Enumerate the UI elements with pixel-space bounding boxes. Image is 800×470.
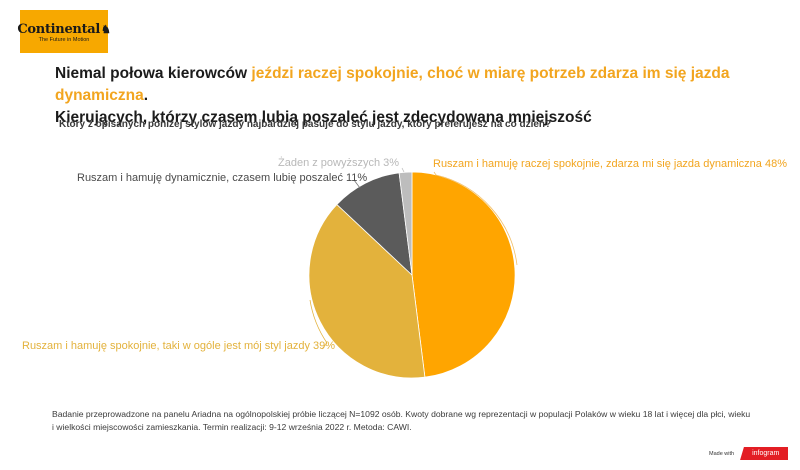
leader-line-3 bbox=[401, 167, 405, 173]
pie-slice-48[interactable] bbox=[411, 171, 516, 378]
slice-label-11: Ruszam i hamuję dynamicznie, czasem lubi… bbox=[77, 172, 368, 184]
logo-brand-name: Continental bbox=[17, 21, 101, 37]
page-title: Niemal połowa kierowców jeździ raczej sp… bbox=[55, 63, 785, 129]
leader-line-11 bbox=[353, 179, 361, 189]
title-line-1: Niemal połowa kierowców jeździ raczej sp… bbox=[55, 65, 730, 104]
made-with-infogram[interactable]: Made with infogram bbox=[709, 447, 789, 460]
made-with-text: Made with bbox=[709, 450, 735, 457]
title-line-2: Kierujących, którzy czasem lubią poszale… bbox=[55, 109, 592, 126]
title-highlight: jeździ raczej spokojnie, choć w miarę po… bbox=[55, 65, 730, 104]
leader-line-39 bbox=[309, 299, 328, 350]
continental-logo: Continental♞ The Future in Motion bbox=[17, 10, 111, 53]
survey-question: Który z opisanych poniżej stylów jazdy n… bbox=[59, 119, 552, 130]
slice-label-39: Ruszam i hamuję spokojnie, taki w ogóle … bbox=[22, 340, 336, 352]
methodology-note: Badanie przeprowadzone na panelu Ariadna… bbox=[52, 409, 751, 432]
pie-slice-11[interactable] bbox=[336, 172, 413, 277]
leader-line-48 bbox=[433, 171, 518, 266]
pie-slice-39[interactable] bbox=[308, 203, 426, 379]
logo-tagline: The Future in Motion bbox=[38, 36, 90, 43]
slice-label-3: Żaden z powyższych 3% bbox=[278, 157, 400, 169]
slice-label-48: Ruszam i hamuję raczej spokojnie, zdarza… bbox=[433, 158, 787, 170]
horse-icon: ♞ bbox=[101, 22, 111, 36]
infogram-badge[interactable]: infogram bbox=[740, 447, 789, 460]
pie-slice-3[interactable] bbox=[398, 171, 413, 276]
